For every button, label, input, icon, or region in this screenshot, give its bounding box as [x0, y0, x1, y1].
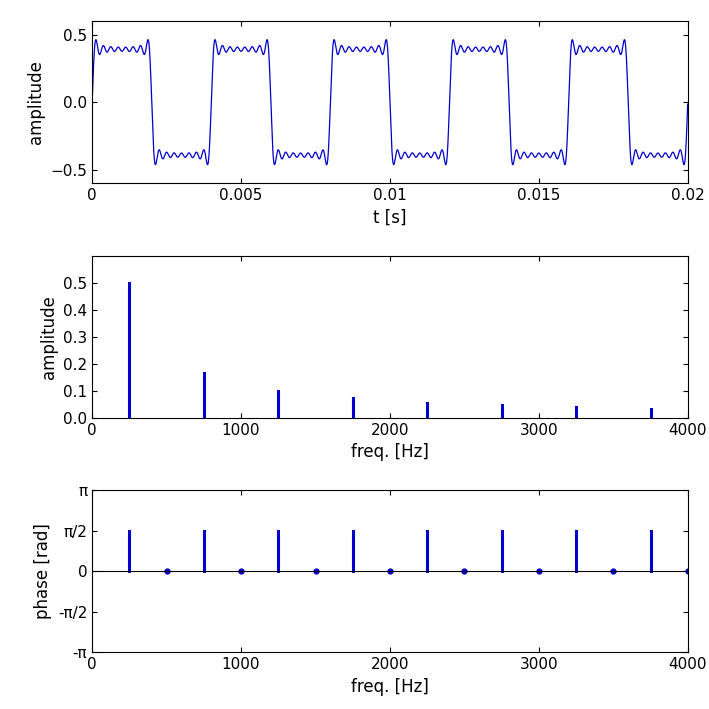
X-axis label: t [s]: t [s] [373, 208, 407, 226]
Y-axis label: amplitude: amplitude [27, 60, 45, 144]
X-axis label: freq. [Hz]: freq. [Hz] [351, 678, 429, 696]
X-axis label: freq. [Hz]: freq. [Hz] [351, 443, 429, 461]
Y-axis label: amplitude: amplitude [40, 295, 57, 379]
Y-axis label: phase [rad]: phase [rad] [34, 523, 52, 620]
